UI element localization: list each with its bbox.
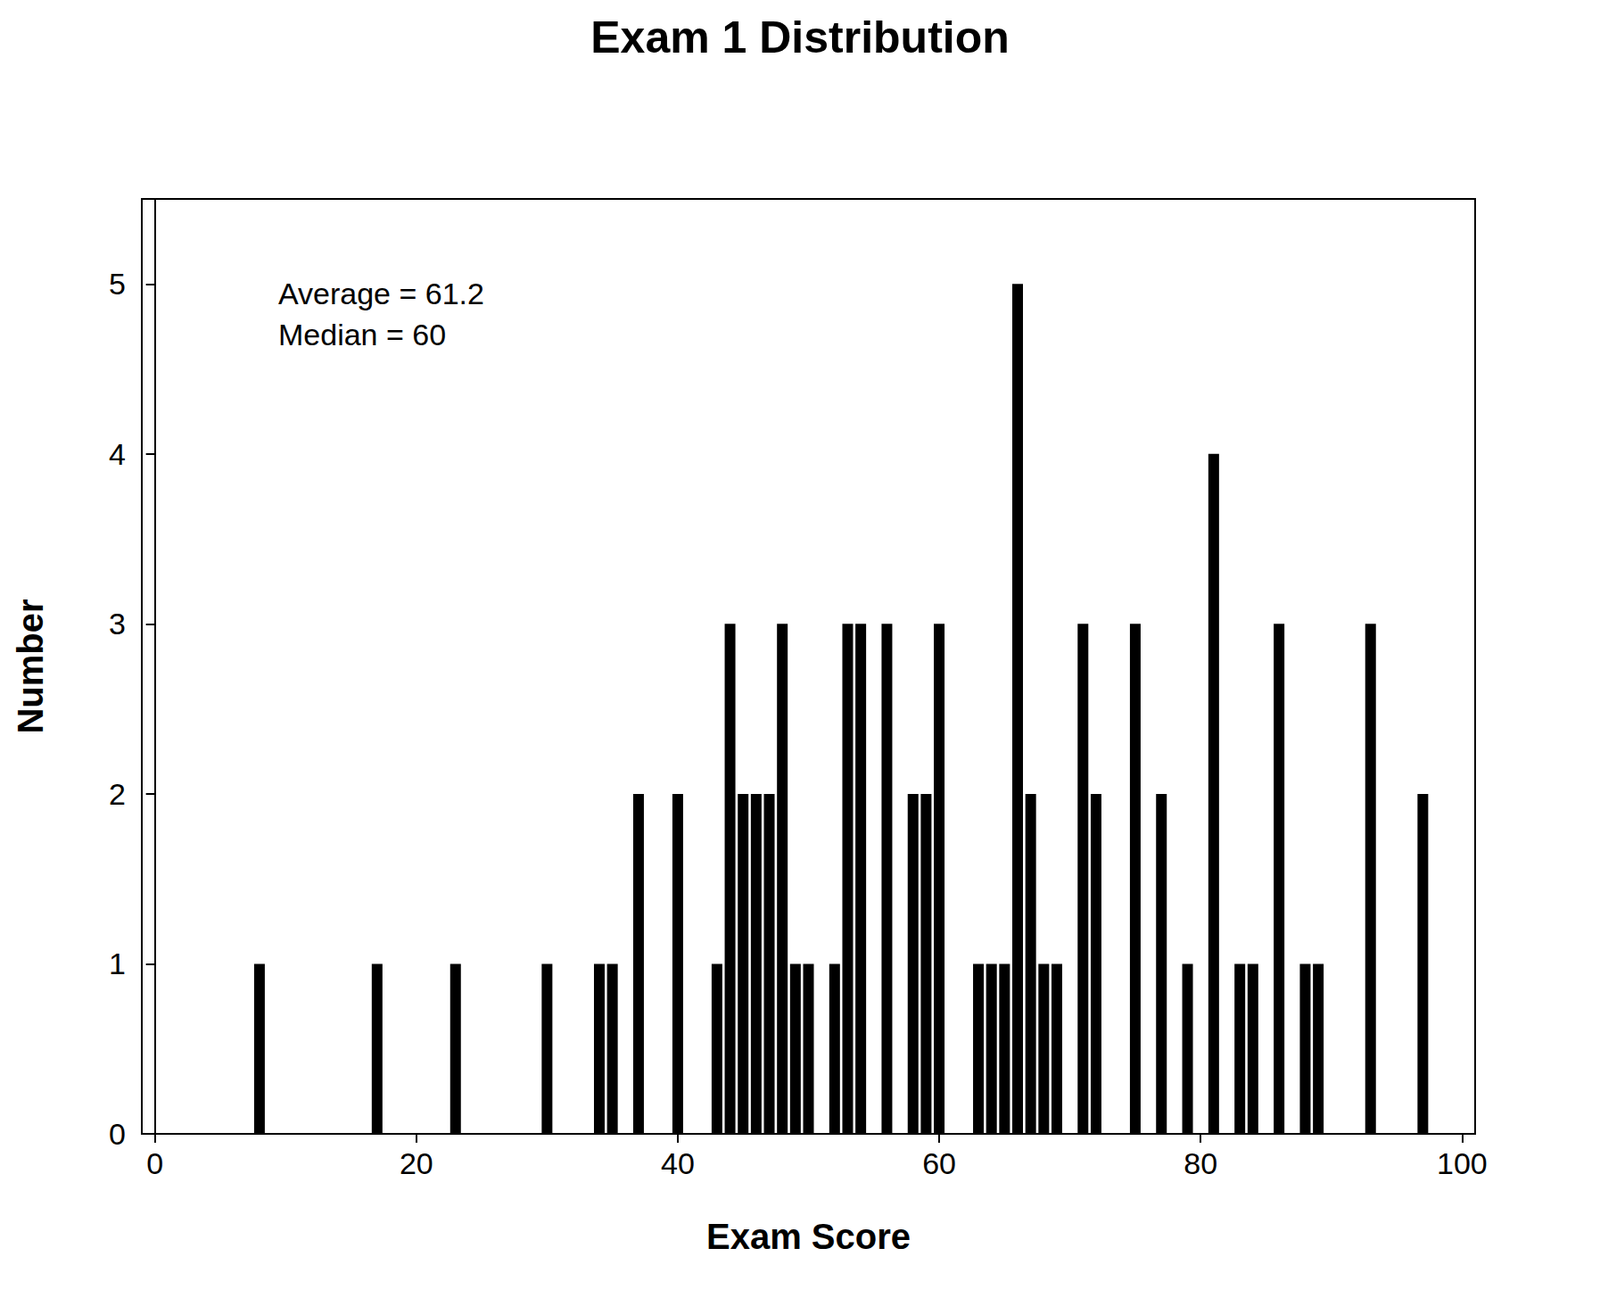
svg-text:40: 40 bbox=[660, 1146, 695, 1180]
svg-text:2: 2 bbox=[108, 776, 126, 811]
svg-text:100: 100 bbox=[1436, 1146, 1488, 1180]
svg-text:Exam 1 Distribution: Exam 1 Distribution bbox=[590, 12, 1010, 63]
svg-text:Median = 60: Median = 60 bbox=[278, 317, 446, 352]
svg-text:1: 1 bbox=[108, 946, 126, 981]
svg-text:4: 4 bbox=[108, 437, 126, 471]
svg-text:0: 0 bbox=[146, 1146, 164, 1180]
svg-text:Exam Score: Exam Score bbox=[706, 1216, 911, 1256]
svg-text:3: 3 bbox=[108, 606, 126, 641]
svg-text:80: 80 bbox=[1183, 1146, 1218, 1180]
svg-text:Number: Number bbox=[10, 598, 50, 734]
svg-text:0: 0 bbox=[108, 1116, 126, 1151]
svg-text:5: 5 bbox=[108, 266, 126, 301]
svg-text:Average = 61.2: Average = 61.2 bbox=[278, 276, 485, 311]
svg-text:20: 20 bbox=[399, 1146, 434, 1180]
svg-text:60: 60 bbox=[922, 1146, 957, 1180]
